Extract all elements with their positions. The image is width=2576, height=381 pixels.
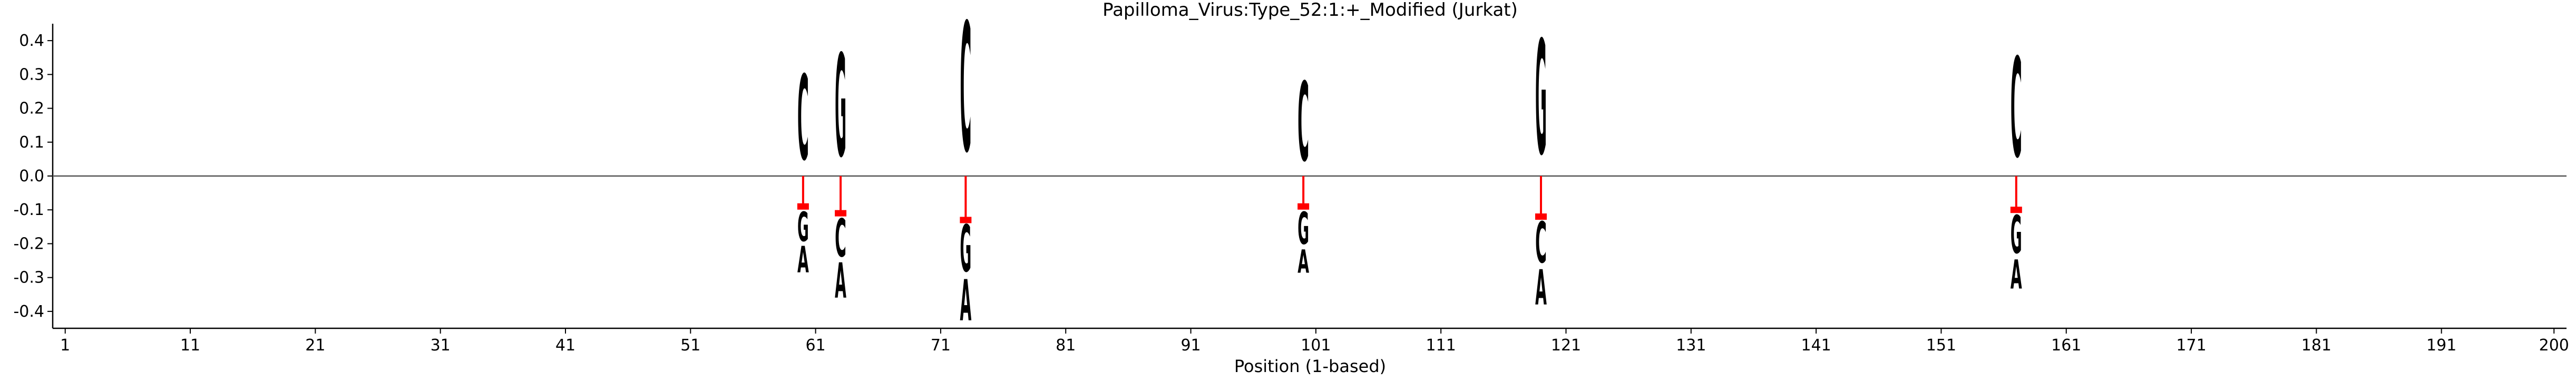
logo-letter-a: A: [960, 269, 971, 334]
svg-text:C: C: [797, 52, 809, 187]
svg-text:G: G: [1535, 7, 1547, 190]
y-axis: -0.4 -0.3 -0.2 -0.1 0.0 0.1 0.2 0.3 0.4: [13, 24, 54, 328]
logo-letter-g: G: [797, 204, 809, 251]
svg-text:G: G: [2011, 206, 2022, 266]
x-tick-label: 61: [806, 336, 826, 355]
svg-text:C: C: [1535, 211, 1547, 276]
logo-letter-c: C: [960, 0, 971, 192]
logo-letter-g: G: [835, 25, 846, 189]
x-tick-label: 101: [1301, 336, 1331, 355]
y-tick-label: 0.4: [19, 32, 44, 50]
svg-text:C: C: [1297, 59, 1309, 186]
y-tick-label: -0.4: [13, 302, 44, 321]
y-tick-label: -0.2: [13, 235, 44, 253]
error-bar-cap: [835, 210, 847, 217]
x-tick-label: 161: [2051, 336, 2081, 355]
y-tick-label: -0.1: [13, 201, 44, 219]
x-tick-label: 51: [680, 336, 700, 355]
x-tick-label: 121: [1551, 336, 1581, 355]
svg-text:G: G: [1297, 203, 1309, 255]
x-tick-label: 31: [431, 336, 451, 355]
svg-text:A: A: [960, 269, 971, 334]
x-tick-label: 181: [2301, 336, 2331, 355]
svg-text:A: A: [2011, 251, 2022, 298]
logo-letter-c: C: [1535, 211, 1547, 276]
y-tick-label: 0.0: [19, 167, 44, 185]
svg-text:A: A: [835, 253, 846, 309]
y-tick-label: 0.3: [19, 65, 44, 84]
svg-text:G: G: [960, 212, 971, 287]
x-axis: 1 11 21 31 41 51 61 71 81 91 101 111 121 131 141 151 161…: [53, 327, 2569, 355]
x-tick-label: 91: [1180, 336, 1201, 355]
svg-text:A: A: [1535, 259, 1547, 316]
logo-stack: GCA: [1535, 7, 1547, 316]
x-tick-label: 41: [555, 336, 575, 355]
logo-letter-c: C: [1297, 59, 1309, 186]
logo-letter-c: C: [797, 52, 809, 187]
logo-letter-g: G: [1535, 7, 1547, 190]
svg-text:A: A: [1297, 244, 1309, 281]
svg-text:C: C: [2011, 30, 2022, 189]
y-tick-label: 0.2: [19, 100, 44, 118]
logo-stack: CGA: [1297, 59, 1309, 281]
x-tick-label: 21: [305, 336, 325, 355]
logo-letter-a: A: [797, 239, 809, 281]
logo-stack: GCA: [835, 25, 846, 309]
logo-letter-a: A: [2011, 251, 2022, 298]
error-bar-cap: [960, 217, 972, 223]
svg-text:C: C: [960, 0, 971, 192]
x-axis-title: Position (1-based): [1234, 356, 1386, 376]
logo-stack: CGA: [960, 0, 972, 334]
logo-letter-c: C: [2011, 30, 2022, 189]
logo-letter-a: A: [835, 253, 846, 309]
x-tick-label: 131: [1676, 336, 1706, 355]
svg-text:C: C: [835, 209, 846, 269]
x-tick-label: 71: [931, 336, 951, 355]
chart-title: Papilloma_Virus:Type_52:1:+_Modified (Ju…: [1102, 0, 1518, 21]
logo-letter-a: A: [1297, 244, 1309, 281]
x-tick-label: 191: [2426, 336, 2456, 355]
error-bar-cap: [1297, 203, 1310, 210]
logo-stack: CGA: [797, 52, 809, 281]
logo-letter-g: G: [960, 212, 971, 287]
svg-text:G: G: [835, 25, 846, 189]
x-tick-label: 141: [1801, 336, 1831, 355]
x-tick-label: 81: [1056, 336, 1076, 355]
error-bar-cap: [1535, 213, 1547, 220]
svg-text:A: A: [797, 239, 809, 281]
x-tick-label: 151: [1926, 336, 1956, 355]
logo-letter-a: A: [1535, 259, 1547, 316]
y-tick-label: -0.3: [13, 269, 44, 287]
y-tick-label: 0.1: [19, 133, 44, 152]
x-tick-label: 1: [60, 336, 70, 355]
logo-letter-c: C: [835, 209, 846, 269]
error-bar-cap: [2010, 207, 2022, 213]
logo-letter-g: G: [1297, 203, 1309, 255]
x-tick-label: 11: [180, 336, 200, 355]
x-tick-label: 111: [1426, 336, 1456, 355]
svg-text:G: G: [797, 204, 809, 251]
x-tick-label: 200: [2539, 336, 2569, 355]
logo-stack: CGA: [2010, 30, 2022, 298]
error-bar-cap: [797, 203, 809, 210]
x-tick-label: 171: [2176, 336, 2206, 355]
logo-letter-g: G: [2011, 206, 2022, 266]
